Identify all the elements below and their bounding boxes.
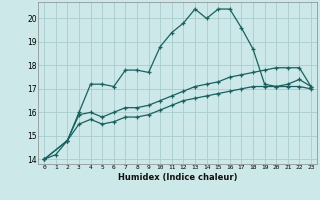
X-axis label: Humidex (Indice chaleur): Humidex (Indice chaleur) [118, 173, 237, 182]
